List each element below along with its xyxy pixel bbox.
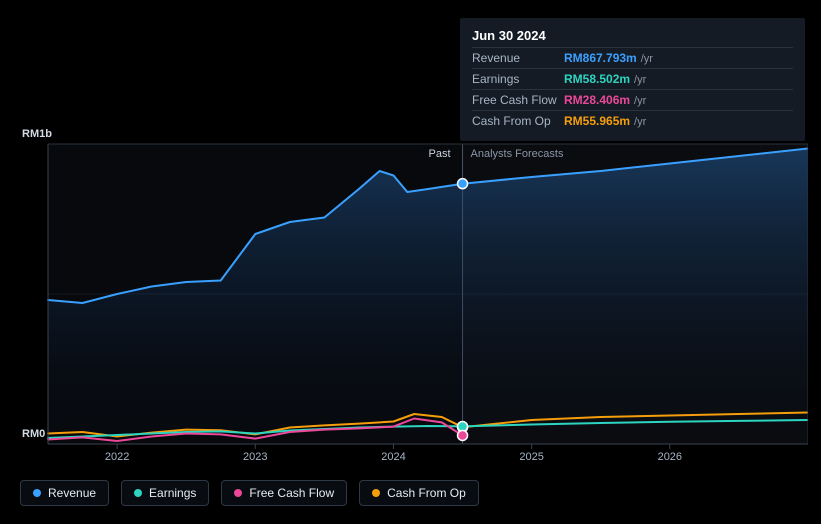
legend-dot-icon bbox=[372, 489, 380, 497]
tooltip-unit: /yr bbox=[641, 53, 653, 65]
tooltip-row: RevenueRM867.793m/yr bbox=[472, 47, 793, 68]
x-axis-label: 2023 bbox=[243, 451, 267, 463]
y-axis-label: RM0 bbox=[22, 428, 45, 440]
x-axis-label: 2022 bbox=[105, 451, 129, 463]
y-axis-label: RM1b bbox=[22, 128, 52, 140]
tooltip-unit: /yr bbox=[634, 95, 646, 107]
x-axis-label: 2024 bbox=[381, 451, 405, 463]
legend-item-cashop[interactable]: Cash From Op bbox=[359, 480, 479, 506]
legend-dot-icon bbox=[33, 489, 41, 497]
legend-label: Revenue bbox=[48, 486, 96, 500]
tooltip-unit: /yr bbox=[634, 116, 646, 128]
tooltip-value: RM55.965m bbox=[564, 114, 630, 128]
tooltip-label: Earnings bbox=[472, 72, 564, 86]
legend-label: Earnings bbox=[149, 486, 196, 500]
tooltip-row: Cash From OpRM55.965m/yr bbox=[472, 110, 793, 131]
tooltip-value: RM58.502m bbox=[564, 72, 630, 86]
tooltip-value: RM28.406m bbox=[564, 93, 630, 107]
marker-revenue bbox=[458, 179, 468, 189]
tooltip-row: EarningsRM58.502m/yr bbox=[472, 68, 793, 89]
tooltip-rows: RevenueRM867.793m/yrEarningsRM58.502m/yr… bbox=[472, 47, 793, 131]
tooltip-row: Free Cash FlowRM28.406m/yr bbox=[472, 89, 793, 110]
legend-label: Free Cash Flow bbox=[249, 486, 334, 500]
tooltip-label: Free Cash Flow bbox=[472, 93, 564, 107]
legend-dot-icon bbox=[134, 489, 142, 497]
x-axis-label: 2026 bbox=[658, 451, 682, 463]
tooltip-label: Revenue bbox=[472, 51, 564, 65]
legend: Revenue Earnings Free Cash Flow Cash From O… bbox=[20, 480, 479, 506]
tooltip-value: RM867.793m bbox=[564, 51, 637, 65]
legend-dot-icon bbox=[234, 489, 242, 497]
period-label-forecast: Analysts Forecasts bbox=[471, 148, 564, 160]
tooltip-label: Cash From Op bbox=[472, 114, 564, 128]
legend-item-revenue[interactable]: Revenue bbox=[20, 480, 109, 506]
tooltip-date: Jun 30 2024 bbox=[472, 28, 793, 43]
marker-fcf bbox=[458, 430, 468, 440]
tooltip-unit: /yr bbox=[634, 74, 646, 86]
legend-label: Cash From Op bbox=[387, 486, 466, 500]
period-label-past: Past bbox=[429, 148, 451, 160]
legend-item-fcf[interactable]: Free Cash Flow bbox=[221, 480, 347, 506]
data-tooltip: Jun 30 2024 RevenueRM867.793m/yrEarnings… bbox=[460, 18, 805, 141]
x-axis-label: 2025 bbox=[519, 451, 543, 463]
legend-item-earnings[interactable]: Earnings bbox=[121, 480, 209, 506]
